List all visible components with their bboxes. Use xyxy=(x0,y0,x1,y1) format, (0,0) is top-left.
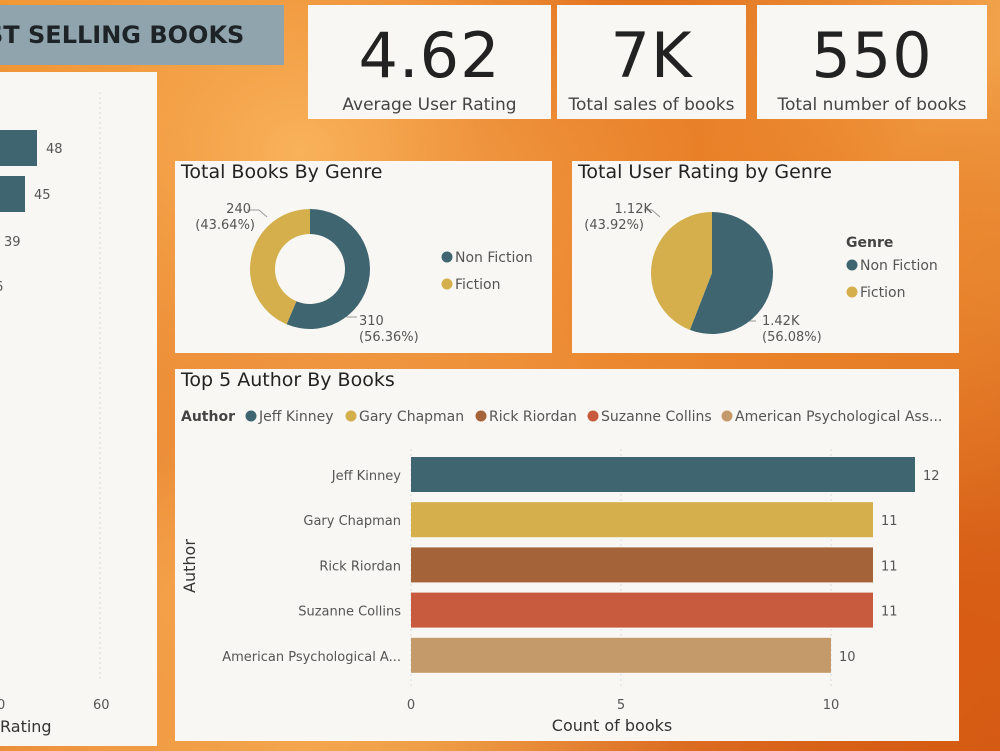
legend-marker xyxy=(245,410,257,422)
x-tick-label: 10 xyxy=(823,698,840,713)
pie-slice-non-fiction[interactable] xyxy=(286,209,370,329)
slice-label-line: (56.08%) xyxy=(762,330,822,345)
kpi-value: 550 xyxy=(811,19,933,92)
slice-label-line: 1.42K xyxy=(762,314,800,329)
bars: Jeff Kinney 12 Gary Chapman 11 Rick Riordan 1… xyxy=(222,457,940,673)
legend-marker xyxy=(587,410,599,422)
panel-title: Top 5 Author By Books xyxy=(181,369,395,391)
legend-label[interactable]: Non Fiction xyxy=(455,250,533,266)
donut-chart-svg: 240 (43.64%) 310 (56.36%) Non Fiction Fi… xyxy=(195,202,533,345)
slice-label-line: (43.92%) xyxy=(584,218,644,233)
legend-marker xyxy=(475,410,487,422)
y-tick-label: Rick Riordan xyxy=(319,559,401,574)
kpi-value: 4.62 xyxy=(358,19,501,92)
data-label: 45 xyxy=(34,188,51,203)
legend-marker xyxy=(345,410,357,422)
data-label: 11 xyxy=(881,514,898,529)
author-bar[interactable] xyxy=(411,547,873,583)
pie-slice-non-fiction[interactable] xyxy=(689,212,773,334)
legend-label[interactable]: Gary Chapman xyxy=(359,409,464,425)
slice-label-line: 310 xyxy=(359,314,384,329)
rating-bar xyxy=(0,176,25,212)
data-label: 6 xyxy=(0,280,3,295)
pie-chart-svg: 1.12K (43.92%) 1.42K (56.08%) Genre Non … xyxy=(584,202,938,345)
legend-label[interactable]: Fiction xyxy=(860,285,905,301)
kpi-value: 7K xyxy=(610,19,693,92)
pie-slice-fiction[interactable] xyxy=(651,212,712,330)
data-label: 11 xyxy=(881,605,898,620)
legend-label[interactable]: American Psychological Ass... xyxy=(735,409,942,425)
legend-label[interactable]: Suzanne Collins xyxy=(601,409,712,425)
legend-title: Genre xyxy=(846,235,893,251)
kpi-card-average-rating: 4.62 Average User Rating xyxy=(308,5,551,119)
legend-label[interactable]: Non Fiction xyxy=(860,258,938,274)
grid-lines: 0 5 10 xyxy=(407,449,839,713)
x-axis-title: Rating xyxy=(0,717,52,736)
data-label: 12 xyxy=(923,469,940,484)
kpi-label: Average User Rating xyxy=(342,95,517,115)
pie-slice-fiction[interactable] xyxy=(249,209,310,325)
y-tick-label: American Psychological A... xyxy=(222,650,401,665)
legend-label[interactable]: Jeff Kinney xyxy=(258,409,334,425)
rating-by-genre-panel: Total User Rating by Genre 1.12K (43.92%… xyxy=(572,161,959,353)
legend-label[interactable]: Fiction xyxy=(455,277,500,293)
x-axis-title: Count of books xyxy=(552,716,672,735)
data-label: 39 xyxy=(4,235,21,250)
slice-label-line: 240 xyxy=(226,202,251,217)
data-label: 11 xyxy=(881,559,898,574)
dashboard-title: ST SELLING BOOKS xyxy=(0,21,245,49)
legend-label[interactable]: Rick Riordan xyxy=(489,409,577,425)
y-tick-label: Jeff Kinney xyxy=(331,469,402,484)
data-label: 48 xyxy=(46,142,63,157)
y-tick-label: Suzanne Collins xyxy=(298,605,401,620)
kpi-label: Total sales of books xyxy=(568,95,735,115)
leader-line xyxy=(644,209,661,218)
x-tick-label: 0 xyxy=(407,698,415,713)
author-legend: Jeff Kinney Gary Chapman Rick Riordan Suzan… xyxy=(245,409,942,425)
slice-label-line: (56.36%) xyxy=(359,330,419,345)
panel-title: Total User Rating by Genre xyxy=(578,161,832,183)
x-tick-label: 0 xyxy=(0,698,5,713)
data-label: 10 xyxy=(839,650,856,665)
legend-title: Author xyxy=(181,409,235,425)
legend-marker xyxy=(846,259,858,271)
kpi-label: Total number of books xyxy=(777,95,967,115)
legend-marker xyxy=(441,278,453,290)
dashboard-title-banner: ST SELLING BOOKS xyxy=(0,5,284,65)
slice-label-line: (43.64%) xyxy=(195,218,255,233)
legend-marker xyxy=(721,410,733,422)
panel-title: Total Books By Genre xyxy=(181,161,383,183)
legend-marker xyxy=(441,251,453,263)
x-tick-label: 60 xyxy=(93,698,110,713)
author-bar[interactable] xyxy=(411,637,831,673)
author-bar[interactable] xyxy=(411,592,873,628)
top-authors-panel: Top 5 Author By Books Author Jeff Kinney… xyxy=(175,369,959,741)
kpi-card-total-sales: 7K Total sales of books xyxy=(557,5,746,119)
rating-chart-panel: 48 45 39 6 0 60 Rating xyxy=(0,72,157,746)
author-bar[interactable] xyxy=(411,502,873,538)
author-bar[interactable] xyxy=(411,457,915,492)
author-bar-chart-svg: Author Jeff Kinney Gary Chapman Rick Riord… xyxy=(180,409,942,735)
x-tick-label: 5 xyxy=(617,698,625,713)
y-tick-label: Gary Chapman xyxy=(303,514,401,529)
rating-chart-svg: 48 45 39 6 0 60 Rating xyxy=(0,92,110,736)
y-axis-title: Author xyxy=(180,539,199,593)
kpi-card-total-books: 550 Total number of books xyxy=(757,5,987,119)
books-by-genre-panel: Total Books By Genre 240 (43.64%) 310 (5… xyxy=(175,161,552,353)
legend-marker xyxy=(846,286,858,298)
slice-label-line: 1.12K xyxy=(615,202,653,217)
leader-line xyxy=(247,209,268,218)
rating-bar xyxy=(0,130,37,166)
